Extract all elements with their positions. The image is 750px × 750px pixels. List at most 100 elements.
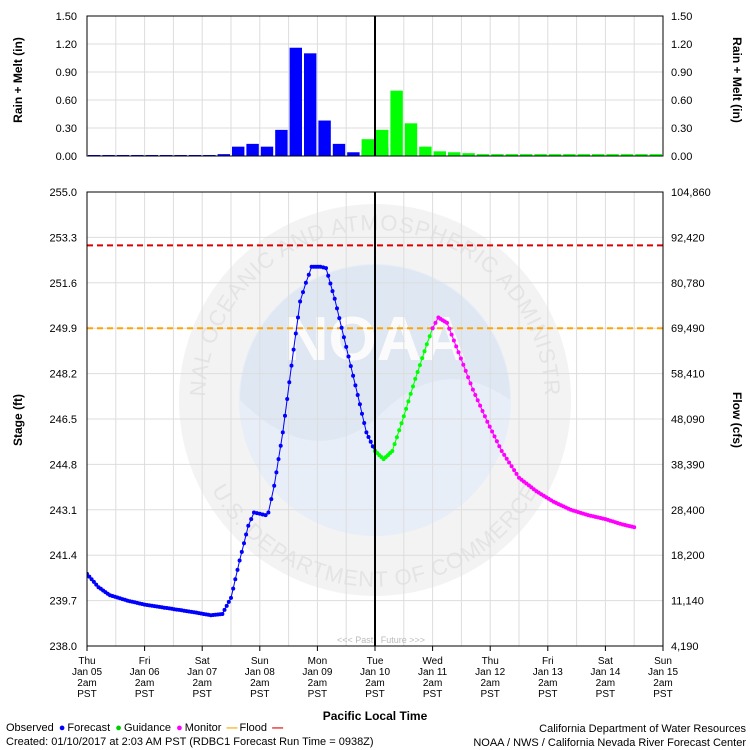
series-point-observed	[335, 306, 339, 311]
legend-monitor: Monitor	[184, 722, 222, 734]
stage-tick: 255.0	[49, 187, 77, 199]
x-tick-label: Jan 11	[418, 667, 448, 678]
x-tick-label: Sun	[251, 656, 269, 667]
x-axis-title: Pacific Local Time	[322, 709, 428, 723]
series-point-monitor	[473, 393, 478, 397]
agency-credits: California Department of Water Resources…	[473, 722, 746, 750]
series-point-observed	[235, 567, 240, 572]
series-point-monitor	[482, 414, 487, 419]
precip-bar	[404, 123, 418, 156]
precip-right-tick: 1.50	[671, 11, 692, 23]
precip-left-tick: 0.00	[56, 151, 77, 163]
series-point-observed	[348, 364, 353, 369]
series-point-monitor	[449, 332, 454, 337]
stage-tick: 238.0	[49, 641, 77, 653]
legend-monitor-marker: ●	[176, 722, 183, 734]
series-point-monitor	[466, 375, 471, 380]
past-future-label: <<< Past Future >>>	[337, 635, 425, 645]
series-point-observed	[366, 435, 371, 439]
series-point-monitor	[475, 398, 480, 403]
series-point-observed	[87, 574, 92, 579]
series-point-observed	[289, 363, 294, 368]
noaa-logo-icon: NOAA NATIONAL OCEANIC AND ATMOSPHERIC AD…	[0, 0, 571, 596]
precip-bar	[563, 154, 576, 156]
x-tick-label: Fri	[139, 656, 151, 667]
precip-bar	[318, 120, 331, 156]
series-point-observed	[237, 558, 242, 563]
series-point-observed	[229, 595, 233, 600]
x-tick-label: PST	[423, 689, 442, 700]
x-tick-label: Sat	[195, 656, 210, 667]
series-point-observed	[351, 373, 356, 378]
series-point-observed	[341, 335, 346, 340]
precip-left-tick: 1.50	[56, 11, 77, 23]
series-point-guidance	[397, 428, 402, 433]
x-tick-label: Jan 07	[187, 667, 217, 678]
series-point-observed	[287, 380, 292, 385]
series-point-observed	[285, 397, 290, 401]
series-point-monitor	[497, 444, 502, 449]
x-tick-label: 2am	[538, 678, 557, 689]
flow-tick: 11,140	[671, 596, 704, 608]
series-point-monitor	[485, 419, 490, 424]
series-point-monitor	[490, 429, 495, 434]
series-point-observed	[298, 299, 303, 304]
x-tick-label: Jan 14	[590, 667, 620, 678]
legend-forecast-marker: ●	[58, 722, 66, 734]
series-point-observed	[355, 393, 360, 397]
series-point-observed	[283, 413, 287, 418]
series-point-observed	[224, 603, 229, 608]
x-tick-label: 2am	[192, 678, 211, 689]
x-tick-label: 2am	[480, 678, 499, 689]
series-point-guidance	[404, 406, 409, 411]
flow-tick: 18,200	[671, 550, 705, 562]
series-point-monitor	[447, 326, 452, 331]
series-point-guidance	[392, 442, 397, 447]
precip-bar	[419, 146, 432, 156]
precip-bar	[476, 154, 490, 156]
series-point-guidance	[427, 334, 432, 339]
x-tick-label: PST	[653, 689, 672, 700]
x-tick-label: Fri	[542, 656, 554, 667]
series-point-monitor	[509, 464, 514, 469]
series-point-guidance	[399, 421, 404, 426]
x-tick-label: 2am	[365, 678, 384, 689]
series-point-monitor	[433, 320, 438, 325]
series-point-observed	[94, 582, 99, 587]
stage-tick: 244.8	[49, 459, 77, 471]
precip-bar	[332, 143, 346, 156]
x-tick-label: Jan 12	[475, 667, 505, 678]
series-point-observed	[226, 599, 231, 604]
stage-tick: 243.1	[49, 505, 77, 517]
precip-bar	[520, 154, 533, 156]
precip-bar	[635, 154, 648, 156]
series-point-observed	[242, 541, 246, 546]
precip-bar	[548, 154, 562, 156]
agency-noaa: NOAA / NWS / California Nevada River For…	[473, 737, 746, 749]
precip-right-axis-label: Rain + Melt (in)	[730, 37, 744, 123]
series-point-observed	[249, 517, 254, 522]
series-point-observed	[278, 443, 283, 448]
series-point-observed	[291, 347, 296, 352]
flow-tick: 4,190	[671, 641, 699, 653]
series-point-observed	[293, 331, 298, 336]
agency-dwr: California Department of Water Resources	[539, 723, 746, 735]
series-point-monitor	[468, 381, 473, 386]
flow-tick: 92,420	[671, 232, 705, 244]
precip-bar	[275, 129, 288, 156]
x-tick-label: PST	[538, 689, 557, 700]
stage-tick: 248.2	[49, 369, 77, 381]
series-point-observed	[364, 430, 369, 435]
flow-tick: 69,490	[671, 323, 705, 335]
series-point-guidance	[420, 356, 425, 361]
precip-right-tick: 1.20	[671, 39, 692, 51]
precip-bar	[376, 129, 389, 156]
precip-left-tick: 0.30	[56, 123, 77, 135]
series-point-observed	[91, 579, 96, 584]
series-point-monitor	[461, 362, 466, 367]
flow-tick: 48,090	[671, 414, 705, 426]
x-tick-label: PST	[250, 689, 269, 700]
series-point-monitor	[454, 344, 459, 349]
x-tick-label: Mon	[308, 656, 327, 667]
flow-tick: 104,860	[671, 187, 711, 199]
